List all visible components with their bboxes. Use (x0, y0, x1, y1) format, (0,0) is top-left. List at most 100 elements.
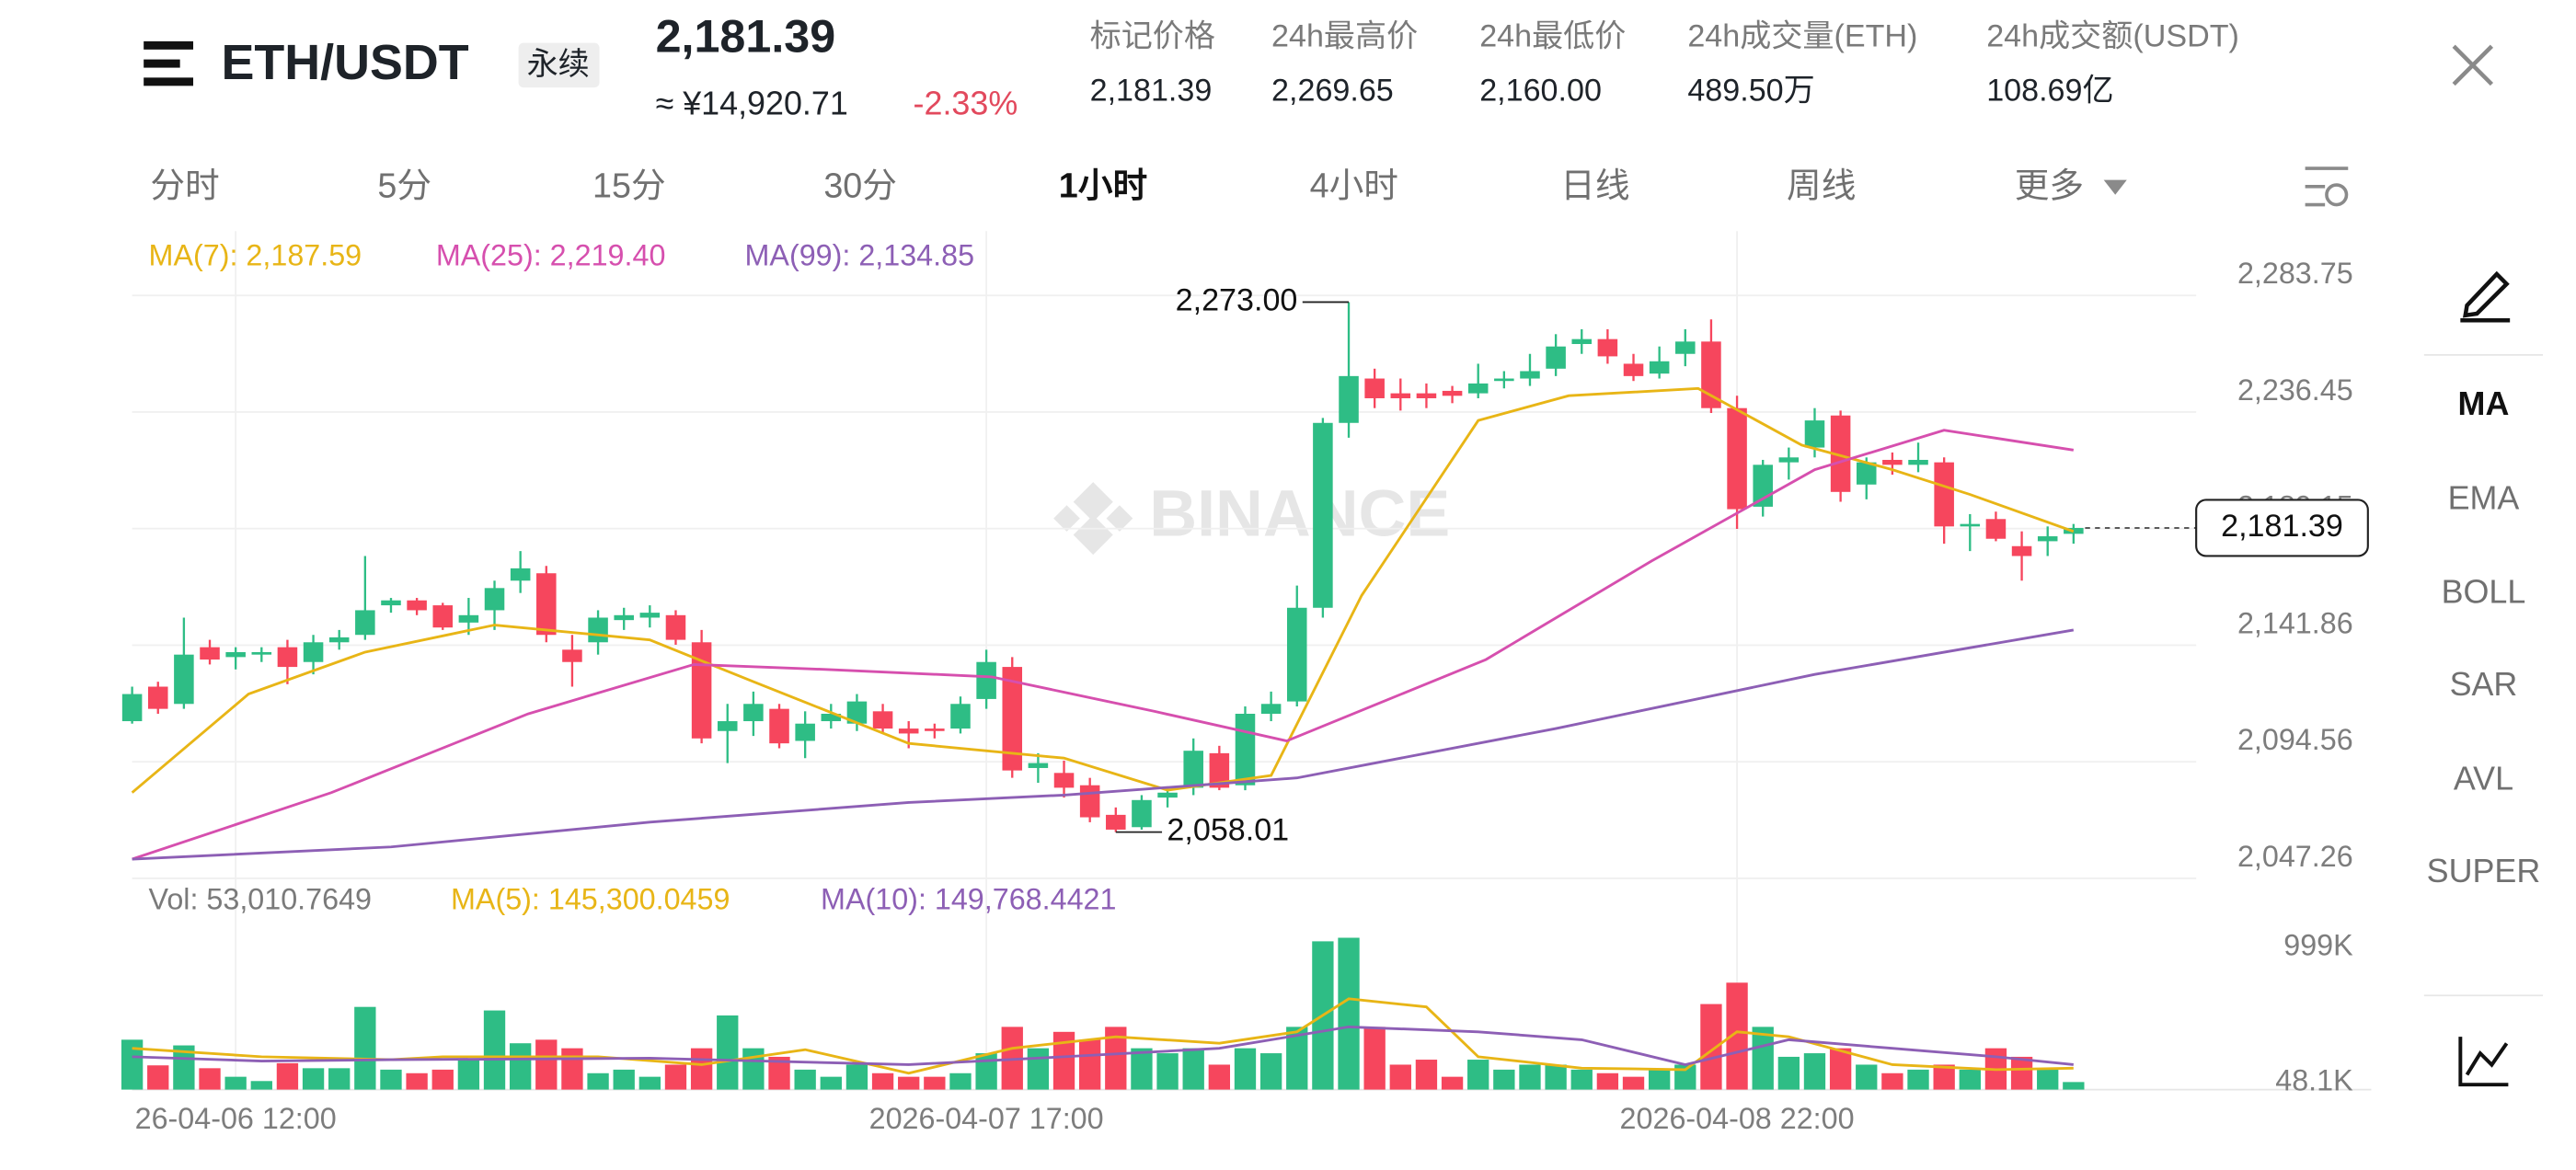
indicator-button[interactable]: SUPER (2427, 853, 2541, 889)
dropdown-arrow[interactable] (2103, 179, 2127, 195)
volume-bar (2010, 1056, 2033, 1090)
candle-body (1597, 338, 1618, 357)
volume-bar (1596, 1072, 1619, 1090)
volume-bar (1648, 1069, 1671, 1090)
volume-bar (717, 1015, 739, 1090)
candle-body (1985, 519, 2007, 539)
ma-line (132, 1025, 2074, 1066)
volume-bar (1105, 1027, 1127, 1090)
candle-body (1053, 773, 1075, 788)
volume-bar (1674, 1064, 1696, 1090)
candle-body (1416, 393, 1437, 398)
timeframe-tab[interactable]: 周线 (1787, 166, 1856, 205)
candle-body (1753, 465, 1773, 507)
indicator-button[interactable]: SAR (2450, 666, 2518, 703)
volume-bar (1078, 1039, 1101, 1090)
menu-icon[interactable] (144, 40, 194, 86)
candle-body (1960, 523, 1981, 527)
stat-value: 2,269.65 (1271, 74, 1394, 109)
volume-bar (1286, 1027, 1308, 1090)
volume-bar (2037, 1069, 2059, 1090)
volume-bar (380, 1069, 402, 1090)
timeframe-tab[interactable]: 分时 (150, 166, 219, 205)
candle-body (795, 723, 815, 741)
volume-bar (1622, 1076, 1645, 1090)
x-tick-label: 2026-04-08 22:00 (1620, 1102, 1855, 1135)
candle-body (1260, 704, 1282, 714)
timeframe-tab[interactable]: 15分 (592, 166, 666, 205)
candle-body (147, 686, 168, 709)
indicator-button[interactable]: EMA (2448, 479, 2520, 516)
candle-body (510, 568, 531, 581)
close-button[interactable] (2452, 44, 2494, 86)
volume-bar (1881, 1072, 1903, 1090)
x-tick-label: 2026-04-07 17:00 (869, 1102, 1104, 1135)
last-price: 2,181.39 (656, 10, 836, 62)
candle-body (407, 600, 427, 611)
timeframe-tab[interactable]: 日线 (1560, 166, 1629, 205)
ma-line (132, 429, 2075, 861)
candle-body (1442, 390, 1463, 396)
candle-body (1520, 371, 1540, 379)
symbol[interactable]: ETH/USDT (222, 35, 469, 90)
candle-body (1157, 792, 1178, 798)
timeframe-tab[interactable]: 1小时 (1059, 166, 1147, 205)
draw-icon[interactable] (2460, 270, 2511, 323)
candle-body (588, 617, 608, 643)
volume-bar (121, 1039, 144, 1090)
volume-bar (1389, 1064, 1411, 1090)
x-tick-label: 26-04-06 12:00 (135, 1102, 337, 1135)
volume-bar (1131, 1048, 1153, 1090)
candle-body (1028, 763, 1049, 768)
timeframe-tab[interactable]: 4小时 (1310, 166, 1398, 205)
volume-bar (1156, 1053, 1179, 1090)
toolbar-mask (2410, 958, 2560, 991)
candle-body (1623, 363, 1644, 376)
candle-body (976, 661, 996, 699)
candle-body (225, 652, 246, 658)
volume-bar (638, 1076, 661, 1090)
volume-bar (457, 1060, 480, 1090)
candle-body (2011, 545, 2032, 556)
timeframe-tab[interactable]: 30分 (823, 166, 897, 205)
legend-item: MA(25): 2,219.40 (436, 239, 666, 272)
candle-body (846, 701, 868, 724)
volume-bar (820, 1076, 842, 1090)
volume-bar (1052, 1031, 1075, 1090)
volume-bar (302, 1068, 325, 1090)
indicator-button[interactable]: BOLL (2442, 574, 2526, 611)
volume-bar (250, 1081, 272, 1090)
chart-type-icon[interactable] (2458, 1037, 2509, 1087)
candle-body (1571, 338, 1593, 345)
volume-bar (1208, 1064, 1231, 1090)
candle-body (665, 614, 686, 640)
candle-body (1079, 785, 1100, 818)
y-tick-label: 2,283.75 (2237, 257, 2353, 290)
volume-bar (1338, 937, 1360, 1090)
indicator-button[interactable]: MA (2458, 385, 2510, 422)
timeframe-tab[interactable]: 更多 (2015, 166, 2084, 205)
indicator-button[interactable]: AVL (2454, 760, 2513, 797)
settings-icon[interactable] (2305, 166, 2349, 207)
y-tick-label: 2,094.56 (2237, 723, 2353, 756)
candle-body (639, 613, 661, 618)
volume-bar (224, 1076, 247, 1090)
volume-bar (1856, 1064, 1878, 1090)
volume-bar (898, 1076, 920, 1090)
candle-body (1908, 459, 1928, 465)
candle-body (1856, 462, 1877, 485)
candle-body (1882, 459, 1903, 465)
volume-bar (1182, 1048, 1204, 1090)
watermark: BINANCE (1149, 477, 1450, 551)
volume-bar (794, 1069, 816, 1090)
last-price-box (2195, 499, 2369, 557)
candle-body (925, 728, 945, 731)
candle-body (821, 713, 842, 722)
price-change: -2.33% (914, 85, 1018, 121)
volume-bar (1907, 1069, 1929, 1090)
timeframe-tab[interactable]: 5分 (377, 166, 431, 205)
stat-value: 489.50万 (1687, 74, 1814, 109)
candle-body (432, 605, 454, 628)
candle-body (1727, 407, 1747, 510)
